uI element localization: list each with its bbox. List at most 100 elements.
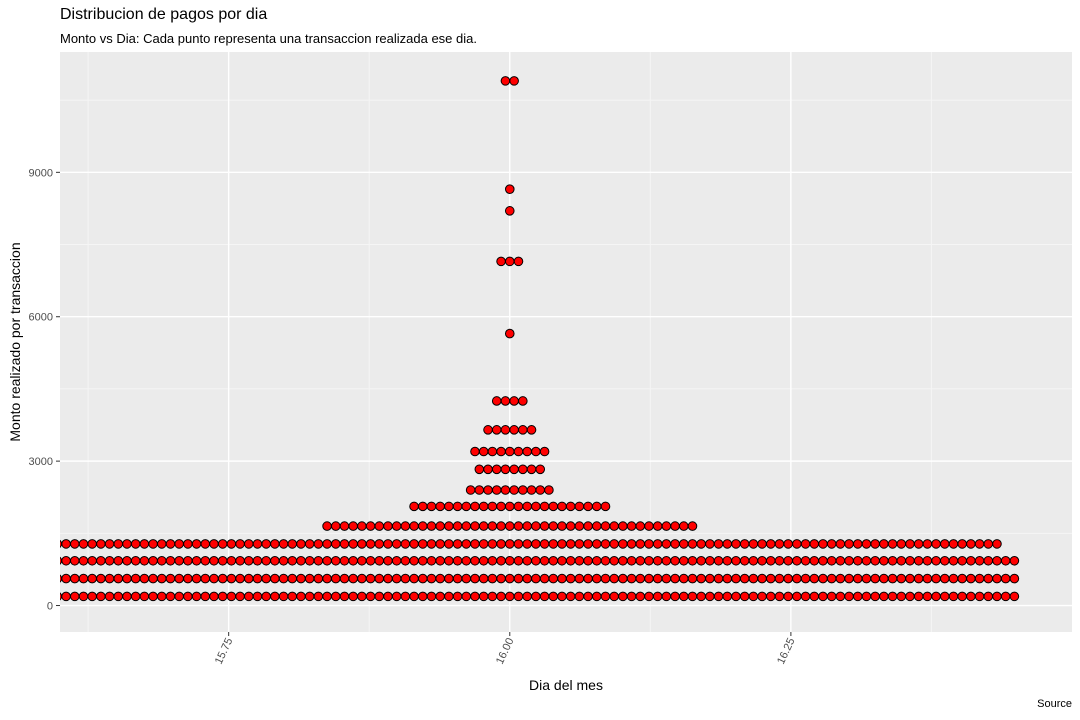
data-point	[522, 591, 532, 602]
data-point	[644, 591, 654, 602]
data-point	[887, 555, 898, 566]
data-point	[165, 573, 176, 584]
data-point	[435, 591, 445, 602]
data-point	[966, 591, 976, 602]
data-point	[531, 446, 541, 457]
data-point	[826, 573, 837, 584]
data-point	[491, 464, 502, 475]
data-point	[618, 573, 628, 584]
data-point	[513, 591, 524, 602]
data-point	[357, 573, 367, 584]
data-point	[922, 555, 933, 566]
data-point	[844, 539, 854, 549]
data-point	[400, 539, 411, 549]
data-point	[844, 591, 854, 602]
data-point	[504, 521, 515, 531]
data-point	[383, 521, 393, 531]
data-point	[478, 573, 489, 584]
data-point	[574, 521, 585, 531]
data-point	[252, 591, 263, 602]
data-point	[696, 573, 706, 584]
data-point	[330, 591, 341, 602]
data-point	[483, 464, 493, 475]
data-point	[183, 573, 193, 584]
data-point	[535, 485, 546, 495]
data-point	[896, 539, 907, 549]
data-point	[452, 591, 463, 602]
data-point	[409, 555, 419, 566]
data-point	[487, 555, 498, 566]
data-point	[504, 446, 515, 457]
data-point	[731, 555, 741, 566]
data-point	[391, 591, 402, 602]
data-point	[765, 591, 776, 602]
data-point	[435, 539, 445, 549]
data-point	[478, 591, 489, 602]
data-point	[496, 573, 506, 584]
data-point	[69, 555, 80, 566]
data-point	[939, 591, 950, 602]
data-point	[618, 591, 628, 602]
data-point	[243, 539, 254, 549]
data-point	[783, 539, 793, 549]
data-point	[61, 591, 71, 602]
data-point	[722, 591, 733, 602]
data-point	[1000, 555, 1011, 566]
data-point	[130, 573, 141, 584]
data-point	[444, 555, 454, 566]
data-point	[483, 485, 493, 495]
data-point	[644, 555, 654, 566]
data-point	[339, 539, 350, 549]
data-point	[113, 573, 124, 584]
data-point	[487, 539, 498, 549]
data-point	[757, 591, 767, 602]
data-point	[60, 539, 63, 548]
data-point	[426, 539, 437, 549]
data-point	[913, 539, 924, 549]
data-point	[174, 539, 184, 549]
data-point	[792, 591, 802, 602]
data-point	[174, 555, 184, 566]
data-point	[526, 464, 537, 475]
data-point	[69, 591, 80, 602]
data-point	[504, 256, 515, 267]
data-point	[983, 555, 994, 566]
data-point	[974, 591, 985, 602]
data-point	[644, 573, 654, 584]
data-point	[583, 555, 593, 566]
data-point	[635, 591, 646, 602]
data-point	[87, 591, 97, 602]
data-point	[661, 591, 672, 602]
data-point	[104, 573, 115, 584]
data-point	[957, 555, 967, 566]
data-point	[635, 521, 646, 531]
data-point	[487, 573, 498, 584]
data-point	[879, 591, 889, 602]
data-point	[60, 556, 63, 565]
data-point	[191, 573, 202, 584]
data-point	[226, 591, 237, 602]
data-point	[518, 464, 528, 475]
data-point	[243, 573, 254, 584]
data-point	[948, 591, 959, 602]
data-point	[139, 591, 150, 602]
data-point	[574, 555, 585, 566]
data-point	[452, 501, 463, 512]
data-point	[504, 206, 515, 216]
data-point	[113, 591, 124, 602]
data-point	[491, 485, 502, 495]
data-point	[983, 573, 994, 584]
data-point	[548, 501, 559, 512]
data-point	[348, 573, 358, 584]
data-point	[78, 555, 89, 566]
data-point	[844, 573, 854, 584]
data-point	[939, 573, 950, 584]
data-point	[879, 555, 889, 566]
data-point	[426, 501, 437, 512]
data-point	[757, 539, 767, 549]
data-point	[739, 573, 750, 584]
data-point	[852, 573, 863, 584]
data-point	[374, 573, 385, 584]
data-point	[705, 555, 715, 566]
